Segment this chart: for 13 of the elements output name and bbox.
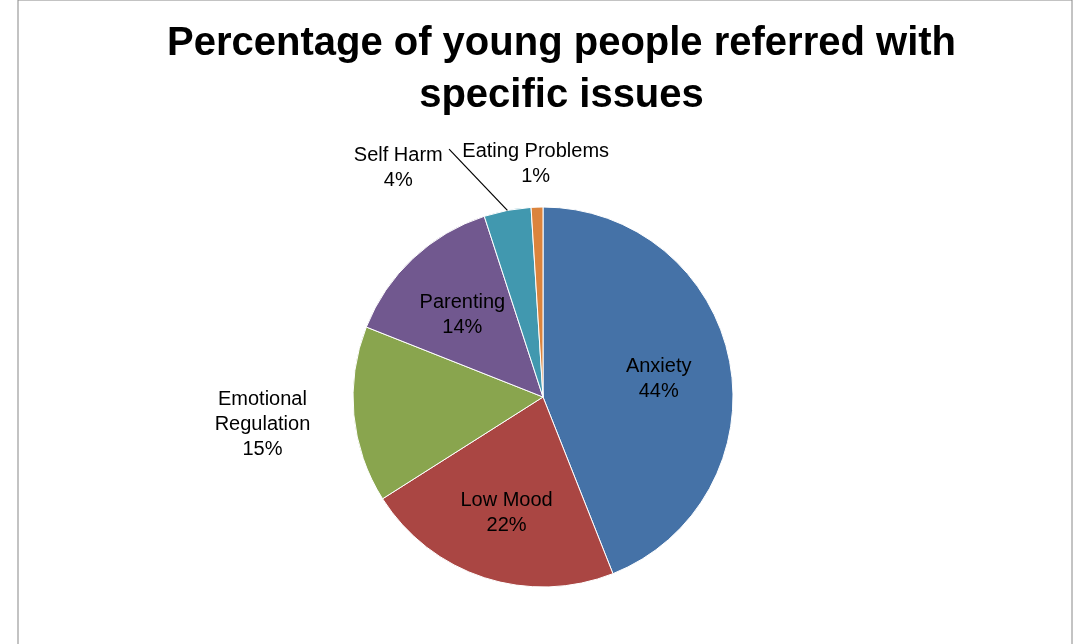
- slice-label: Eating Problems: [462, 139, 610, 162]
- data-label: 1%: [521, 164, 551, 187]
- data-label: 4%: [383, 168, 413, 191]
- slice-label: Self Harm: [353, 143, 443, 166]
- chart-title: Percentage of young people referred with specific issues: [166, 19, 957, 115]
- slice-label: Parenting: [419, 290, 506, 313]
- slice-label: Low Mood: [460, 488, 553, 511]
- data-label: 14%: [442, 315, 483, 338]
- data-label: 22%: [486, 513, 527, 536]
- data-label: 15%: [242, 436, 283, 459]
- slice-label: Anxiety: [625, 353, 692, 376]
- slice-label: Emotional Regulation: [214, 386, 311, 434]
- data-label: 44%: [638, 378, 679, 401]
